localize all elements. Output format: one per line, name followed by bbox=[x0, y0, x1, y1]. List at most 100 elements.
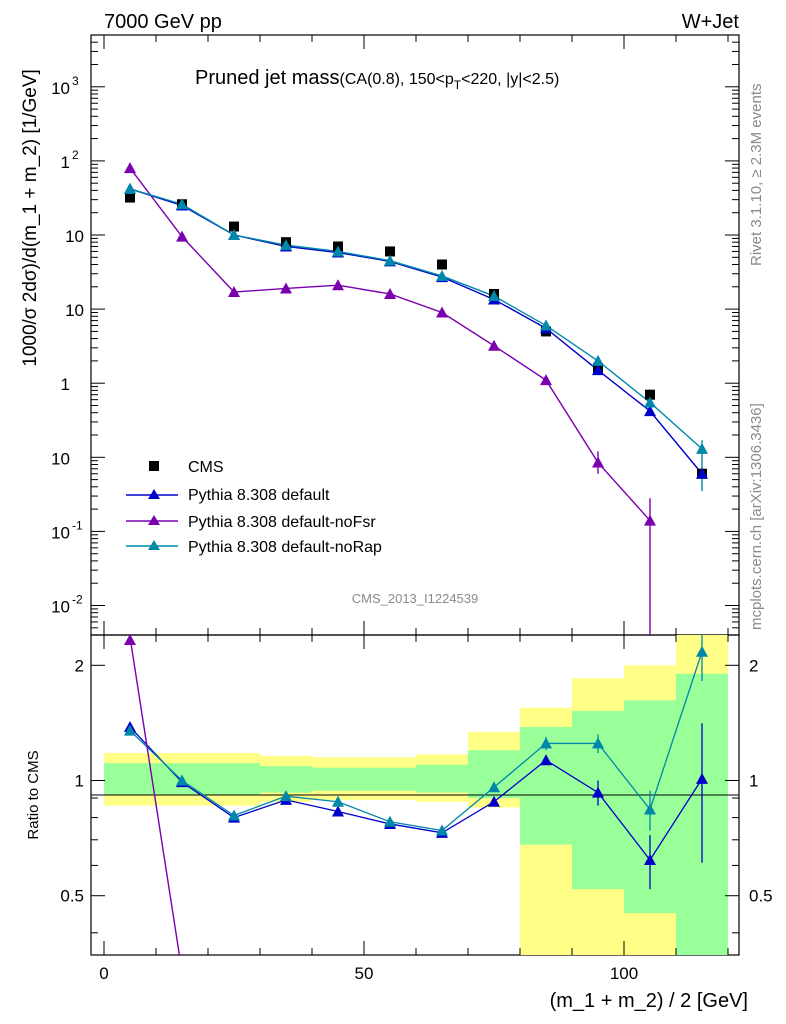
series-point-default bbox=[644, 405, 656, 417]
x-tick-label: 0 bbox=[99, 964, 108, 983]
ratio-band-inner bbox=[312, 767, 364, 791]
series-point-cms bbox=[385, 246, 395, 257]
x-tick-label: 100 bbox=[610, 964, 638, 983]
y-tick-label: 10 bbox=[51, 79, 70, 98]
series-point-nofsr bbox=[540, 374, 552, 386]
ratio-point-default bbox=[592, 786, 604, 798]
ratio-band-inner bbox=[104, 763, 156, 795]
series-point-norap bbox=[540, 319, 552, 331]
y-tick-label: 10 bbox=[65, 227, 84, 246]
y-tick-exponent: 2 bbox=[72, 148, 79, 162]
y-tick-exponent: 3 bbox=[72, 74, 79, 88]
plot-title-cuts: (CA(0.8), 150<p bbox=[340, 71, 454, 88]
y-tick-label: 1 bbox=[749, 772, 758, 791]
ratio-band-inner bbox=[260, 766, 312, 793]
ratio-line-norap bbox=[129, 651, 703, 832]
ratio-point-default bbox=[696, 772, 708, 784]
ratio-bands bbox=[104, 635, 728, 955]
series-point-norap bbox=[228, 229, 240, 240]
series-point-default bbox=[592, 364, 604, 376]
ratio-point-norap bbox=[332, 795, 344, 807]
series-point-norap bbox=[384, 254, 396, 266]
series-point-cms bbox=[645, 389, 655, 400]
series-point-norap bbox=[176, 198, 188, 210]
series-point-nofsr bbox=[228, 286, 240, 298]
series-point-nofsr bbox=[644, 514, 656, 526]
x-tick-label: 50 bbox=[355, 964, 374, 983]
legend-label-cms: CMS bbox=[188, 459, 224, 476]
series-point-nofsr bbox=[488, 339, 500, 351]
series-point-norap bbox=[280, 239, 292, 251]
series-point-norap bbox=[124, 182, 136, 194]
ratio-point-norap bbox=[228, 809, 240, 821]
series-point-nofsr bbox=[124, 162, 136, 174]
legend-marker-nofsr bbox=[148, 515, 160, 525]
y-tick-label: 0.5 bbox=[749, 887, 773, 906]
ratio-point-norap bbox=[124, 724, 136, 736]
y-tick-exponent: -1 bbox=[72, 518, 83, 532]
ratio-point-default bbox=[540, 754, 552, 766]
series-main bbox=[124, 162, 708, 635]
series-point-cms bbox=[229, 221, 239, 232]
series-point-norap bbox=[592, 354, 604, 366]
y-tick-label: 10 bbox=[51, 449, 70, 468]
series-point-nofsr bbox=[332, 279, 344, 291]
series-point-norap bbox=[696, 442, 708, 454]
ratio-point-norap bbox=[436, 824, 448, 836]
x-axis-label: (m_1 + m_2) / 2 [GeV] bbox=[550, 990, 748, 1012]
mcplots-label: mcplots.cern.ch [arXiv:1306.3436] bbox=[748, 403, 765, 630]
ratio-band-inner bbox=[416, 764, 468, 793]
legend-marker-default bbox=[148, 489, 160, 499]
legend-label-nofsr: Pythia 8.308 default-noFsr bbox=[188, 514, 376, 531]
ratio-point-norap bbox=[384, 815, 396, 827]
ratio-point-norap bbox=[696, 645, 708, 657]
ratio-band-inner bbox=[364, 767, 416, 791]
legend-marker-cms bbox=[149, 461, 159, 471]
legend-label-norap: Pythia 8.308 default-noRap bbox=[188, 539, 382, 556]
ratio-point-norap bbox=[592, 737, 604, 749]
y-tick-label: 10 bbox=[65, 301, 84, 320]
header-left: 7000 GeV pp bbox=[104, 11, 222, 33]
series-point-nofsr bbox=[436, 306, 448, 318]
plot-title: Pruned jet mass(CA(0.8), 150<pT<220, |y|… bbox=[195, 67, 559, 92]
ratio-point-nofsr bbox=[124, 634, 136, 645]
y-tick-label: 2 bbox=[75, 656, 84, 675]
series-point-norap bbox=[332, 245, 344, 257]
series-point-nofsr bbox=[592, 456, 604, 468]
ratio-point-norap bbox=[644, 803, 656, 815]
header-right: W+Jet bbox=[682, 11, 740, 33]
y-tick-label: 1 bbox=[61, 375, 70, 394]
series-point-cms bbox=[437, 259, 447, 270]
series-ratio bbox=[124, 634, 708, 956]
plot-title-main: Pruned jet mass bbox=[195, 67, 340, 89]
ratio-point-default bbox=[488, 795, 500, 807]
ratio-point-default bbox=[332, 805, 344, 817]
series-point-nofsr bbox=[280, 282, 292, 294]
ratio-point-norap bbox=[176, 774, 188, 786]
rivet-label: Rivet 3.1.10, ≥ 2.3M events bbox=[748, 84, 765, 267]
ratio-point-default bbox=[644, 853, 656, 865]
series-line-norap bbox=[129, 188, 703, 450]
y-tick-label: 0.5 bbox=[60, 887, 84, 906]
y-axis-label-main: 1000/σ 2dσ)/d(m_1 + m_2) [1/GeV] bbox=[20, 69, 41, 367]
series-point-nofsr bbox=[384, 287, 396, 299]
y-tick-label: 10 bbox=[51, 598, 70, 617]
y-tick-exponent: -2 bbox=[72, 593, 83, 607]
y-tick-label: 1 bbox=[75, 772, 84, 791]
series-point-norap bbox=[644, 396, 656, 408]
y-tick-label: 1 bbox=[61, 153, 70, 172]
ratio-band-inner bbox=[208, 763, 260, 795]
ratio-line-default bbox=[129, 726, 703, 862]
legend-label-default: Pythia 8.308 default bbox=[188, 487, 330, 504]
series-point-nofsr bbox=[176, 230, 188, 242]
plot-title-tail: <220, |y|<2.5) bbox=[461, 71, 559, 88]
y-tick-label: 2 bbox=[749, 656, 758, 675]
series-line-default bbox=[129, 188, 703, 475]
series-point-default bbox=[696, 467, 708, 479]
plot-title-sub: T bbox=[454, 78, 462, 92]
ratio-point-norap bbox=[540, 737, 552, 749]
series-point-cms bbox=[125, 192, 135, 203]
ratio-line-nofsr bbox=[129, 636, 181, 956]
